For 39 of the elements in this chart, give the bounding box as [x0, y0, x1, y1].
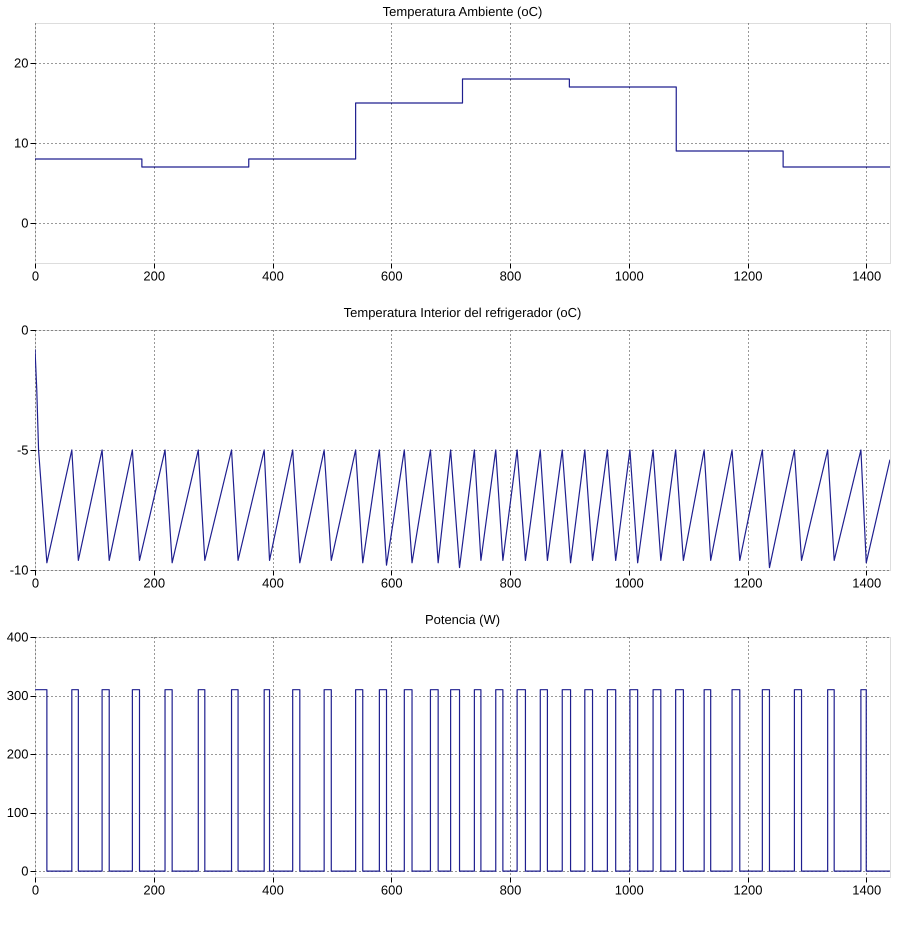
y-tick-label: 20 [14, 56, 28, 70]
x-tick-label: 800 [500, 268, 522, 284]
y-tick-label: -10 [10, 562, 28, 578]
x-tick-label: 1200 [734, 576, 762, 590]
x-tick-label: 0 [32, 882, 40, 898]
x-tick-label: 0 [32, 576, 40, 590]
x-tick-label: 200 [143, 268, 166, 284]
x-tick-label: 400 [262, 576, 284, 590]
x-tick-label: 1000 [614, 882, 644, 898]
x-tick-label: 800 [500, 882, 522, 898]
x-tick-label: 800 [500, 576, 522, 590]
x-tick-label: 200 [143, 576, 166, 590]
x-tick-label: 1400 [852, 882, 882, 898]
x-tick-label: 600 [380, 268, 403, 284]
x-tick-label: 1000 [614, 268, 644, 284]
y-tick-label: 300 [6, 688, 28, 704]
x-tick-label: 600 [380, 882, 403, 898]
x-tick-label: 600 [380, 576, 403, 590]
y-tick-label: 0 [21, 864, 28, 879]
line-series [35, 348, 890, 568]
x-tick-label: 200 [143, 882, 166, 898]
y-tick-label: 0 [21, 322, 28, 338]
y-tick-label: 200 [6, 746, 28, 762]
x-tick-label: 400 [262, 268, 284, 284]
x-tick-label: 1200 [734, 268, 762, 284]
y-tick-label: -5 [16, 442, 28, 458]
x-tick-label: 1400 [852, 268, 882, 284]
x-tick-label: 1400 [852, 576, 882, 590]
y-tick-label: 400 [6, 630, 28, 644]
x-tick-label: 0 [32, 268, 40, 284]
y-tick-label: 100 [6, 805, 28, 820]
x-tick-label: 1200 [734, 882, 762, 898]
chart-title: Temperatura Ambiente (oC) [382, 4, 542, 19]
chart-title: Potencia (W) [424, 612, 500, 627]
x-tick-label: 1000 [614, 576, 644, 590]
chart-title: Temperatura Interior del refrigerador (oC) [344, 305, 582, 320]
y-tick-label: 0 [21, 216, 28, 230]
x-tick-label: 400 [262, 882, 284, 898]
y-tick-label: 10 [14, 136, 28, 150]
